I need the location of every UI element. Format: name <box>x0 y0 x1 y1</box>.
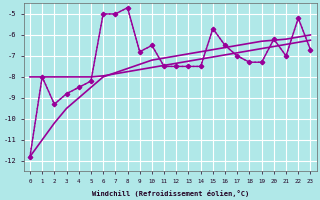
X-axis label: Windchill (Refroidissement éolien,°C): Windchill (Refroidissement éolien,°C) <box>92 190 249 197</box>
